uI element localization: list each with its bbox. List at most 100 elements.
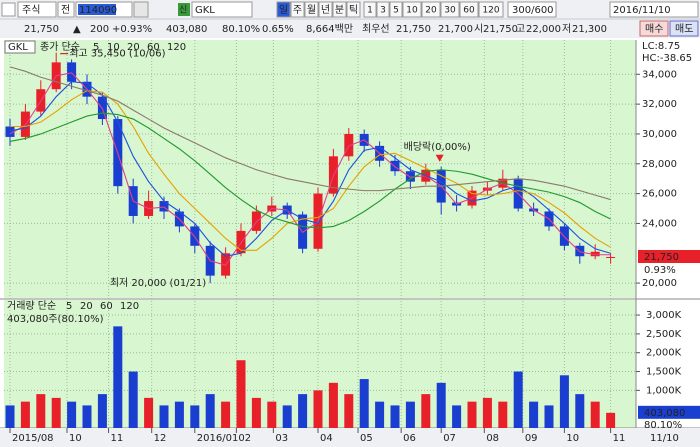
y-tick-label: 2,500K bbox=[646, 329, 682, 340]
buy-btn[interactable] bbox=[639, 20, 669, 37]
x-axis-bg bbox=[0, 428, 700, 447]
interval-btn[interactable] bbox=[363, 1, 377, 18]
quote-volume: 403,080 bbox=[166, 24, 207, 35]
candle-body bbox=[67, 62, 77, 82]
low-label: 최저 20,000 (01/21) bbox=[110, 277, 206, 289]
quote-best-bid: 21,700 bbox=[438, 24, 473, 35]
period: 분 bbox=[335, 4, 344, 16]
volume-bar bbox=[375, 401, 385, 428]
interval-btn[interactable] bbox=[376, 1, 390, 18]
x-tick-label: 08 bbox=[486, 433, 499, 444]
interval-btn[interactable] bbox=[389, 1, 403, 18]
volume-bar bbox=[559, 375, 569, 428]
last-volume-pct: 80.10% bbox=[644, 420, 682, 431]
x-tick-label: 10 bbox=[69, 433, 82, 444]
legend-item: 10 bbox=[107, 42, 120, 53]
legend-box bbox=[4, 40, 36, 54]
badge bbox=[178, 3, 190, 16]
last-price: 21,750 bbox=[644, 252, 679, 263]
period-btn[interactable] bbox=[318, 1, 333, 18]
x-tick-label: 09 bbox=[525, 433, 538, 444]
quote-low-label: 저 bbox=[562, 23, 571, 35]
moving-average bbox=[9, 66, 611, 201]
x-tick-label: 05 bbox=[360, 433, 373, 444]
quote-amount: 8,664백만 bbox=[306, 23, 353, 35]
period: 월 bbox=[307, 4, 316, 16]
interval-btn[interactable] bbox=[459, 1, 479, 18]
name-input[interactable] bbox=[191, 1, 253, 18]
period-btn[interactable] bbox=[290, 1, 305, 18]
legend-item: 5 bbox=[93, 42, 99, 53]
x-tick-label: 2016/01 bbox=[197, 433, 239, 444]
x-tick-label: 07 bbox=[443, 433, 456, 444]
legend-item: 20 bbox=[127, 42, 140, 53]
y-tick-label: 1,000K bbox=[646, 385, 682, 396]
volume-bar bbox=[236, 360, 246, 428]
date: 2016/11/10 bbox=[613, 5, 671, 16]
y-tick-label: 26,000 bbox=[642, 189, 677, 200]
volume-bar bbox=[267, 401, 277, 428]
quote-best-label: 최우선 bbox=[362, 23, 390, 35]
volume-bar bbox=[405, 401, 415, 428]
stock-name: GKL bbox=[195, 5, 215, 16]
y-tick-label: 24,000 bbox=[642, 218, 677, 229]
legend-item: 60 bbox=[147, 42, 160, 53]
candle-body bbox=[390, 160, 400, 172]
moving-average bbox=[9, 81, 611, 257]
volume-bar bbox=[467, 401, 477, 428]
legend-item: 120 bbox=[167, 42, 186, 53]
candle-body bbox=[5, 126, 15, 137]
sell-btn[interactable] bbox=[669, 20, 699, 37]
period-btn[interactable] bbox=[332, 1, 347, 18]
interval-btn[interactable] bbox=[440, 1, 460, 18]
date-input[interactable] bbox=[609, 1, 699, 18]
volume-bar bbox=[251, 397, 261, 428]
lc-label: LC:8.75 bbox=[642, 41, 680, 52]
volume-bar bbox=[298, 394, 308, 428]
period-btn[interactable] bbox=[304, 1, 319, 18]
volume-info: 403,080주(80.10%) bbox=[7, 314, 104, 325]
count: 300/600 bbox=[512, 5, 554, 16]
x-tick-label: 02 bbox=[238, 433, 251, 444]
dividend-label: 배당락(0,00%) bbox=[404, 141, 471, 153]
period-btn[interactable] bbox=[276, 1, 291, 18]
interval-btn[interactable] bbox=[478, 1, 504, 18]
volume-bar bbox=[51, 397, 61, 428]
interval-btn[interactable] bbox=[402, 1, 422, 18]
mode-select[interactable] bbox=[57, 1, 75, 18]
code-highlight bbox=[78, 4, 116, 15]
quote-arrow: ▲ bbox=[73, 24, 81, 35]
volume-bar bbox=[36, 394, 46, 428]
interval: 10 bbox=[406, 6, 418, 16]
volume-bar bbox=[128, 371, 138, 428]
volume-legend-item: 60 bbox=[100, 301, 113, 312]
volume-bar bbox=[452, 405, 462, 428]
count-input[interactable] bbox=[507, 1, 557, 18]
volume-bar bbox=[513, 371, 523, 428]
market-select[interactable] bbox=[17, 1, 57, 18]
sell: 매도 bbox=[675, 23, 693, 35]
interval-btn[interactable] bbox=[421, 1, 441, 18]
period-btn[interactable] bbox=[346, 1, 361, 18]
quote-turnover: 0.65% bbox=[262, 24, 294, 35]
y-tick-label: 32,000 bbox=[642, 99, 677, 110]
search-btn[interactable] bbox=[133, 1, 149, 18]
volume-bar bbox=[606, 412, 616, 428]
last-price-box bbox=[638, 249, 700, 263]
volume-bar bbox=[82, 405, 92, 428]
volume-bar bbox=[67, 401, 77, 428]
volume-bar bbox=[313, 390, 323, 428]
volume-bar bbox=[575, 394, 585, 428]
high-label: 최고 35,450 (10/06) bbox=[69, 48, 165, 60]
interval: 5 bbox=[393, 6, 399, 16]
interval: 30 bbox=[444, 6, 456, 16]
period: 년 bbox=[321, 4, 330, 16]
quote-volume-ratio: 80.10% bbox=[222, 24, 260, 35]
y-tick-label: 30,000 bbox=[642, 129, 677, 140]
quote-open: 21,750 bbox=[483, 24, 518, 35]
volume-bar bbox=[190, 405, 200, 428]
x-tick-label: 2015/08 bbox=[12, 433, 54, 444]
legend-label: 종가 단순 bbox=[40, 41, 80, 53]
menu-icon[interactable] bbox=[1, 2, 16, 17]
volume-legend-item: 20 bbox=[80, 301, 93, 312]
